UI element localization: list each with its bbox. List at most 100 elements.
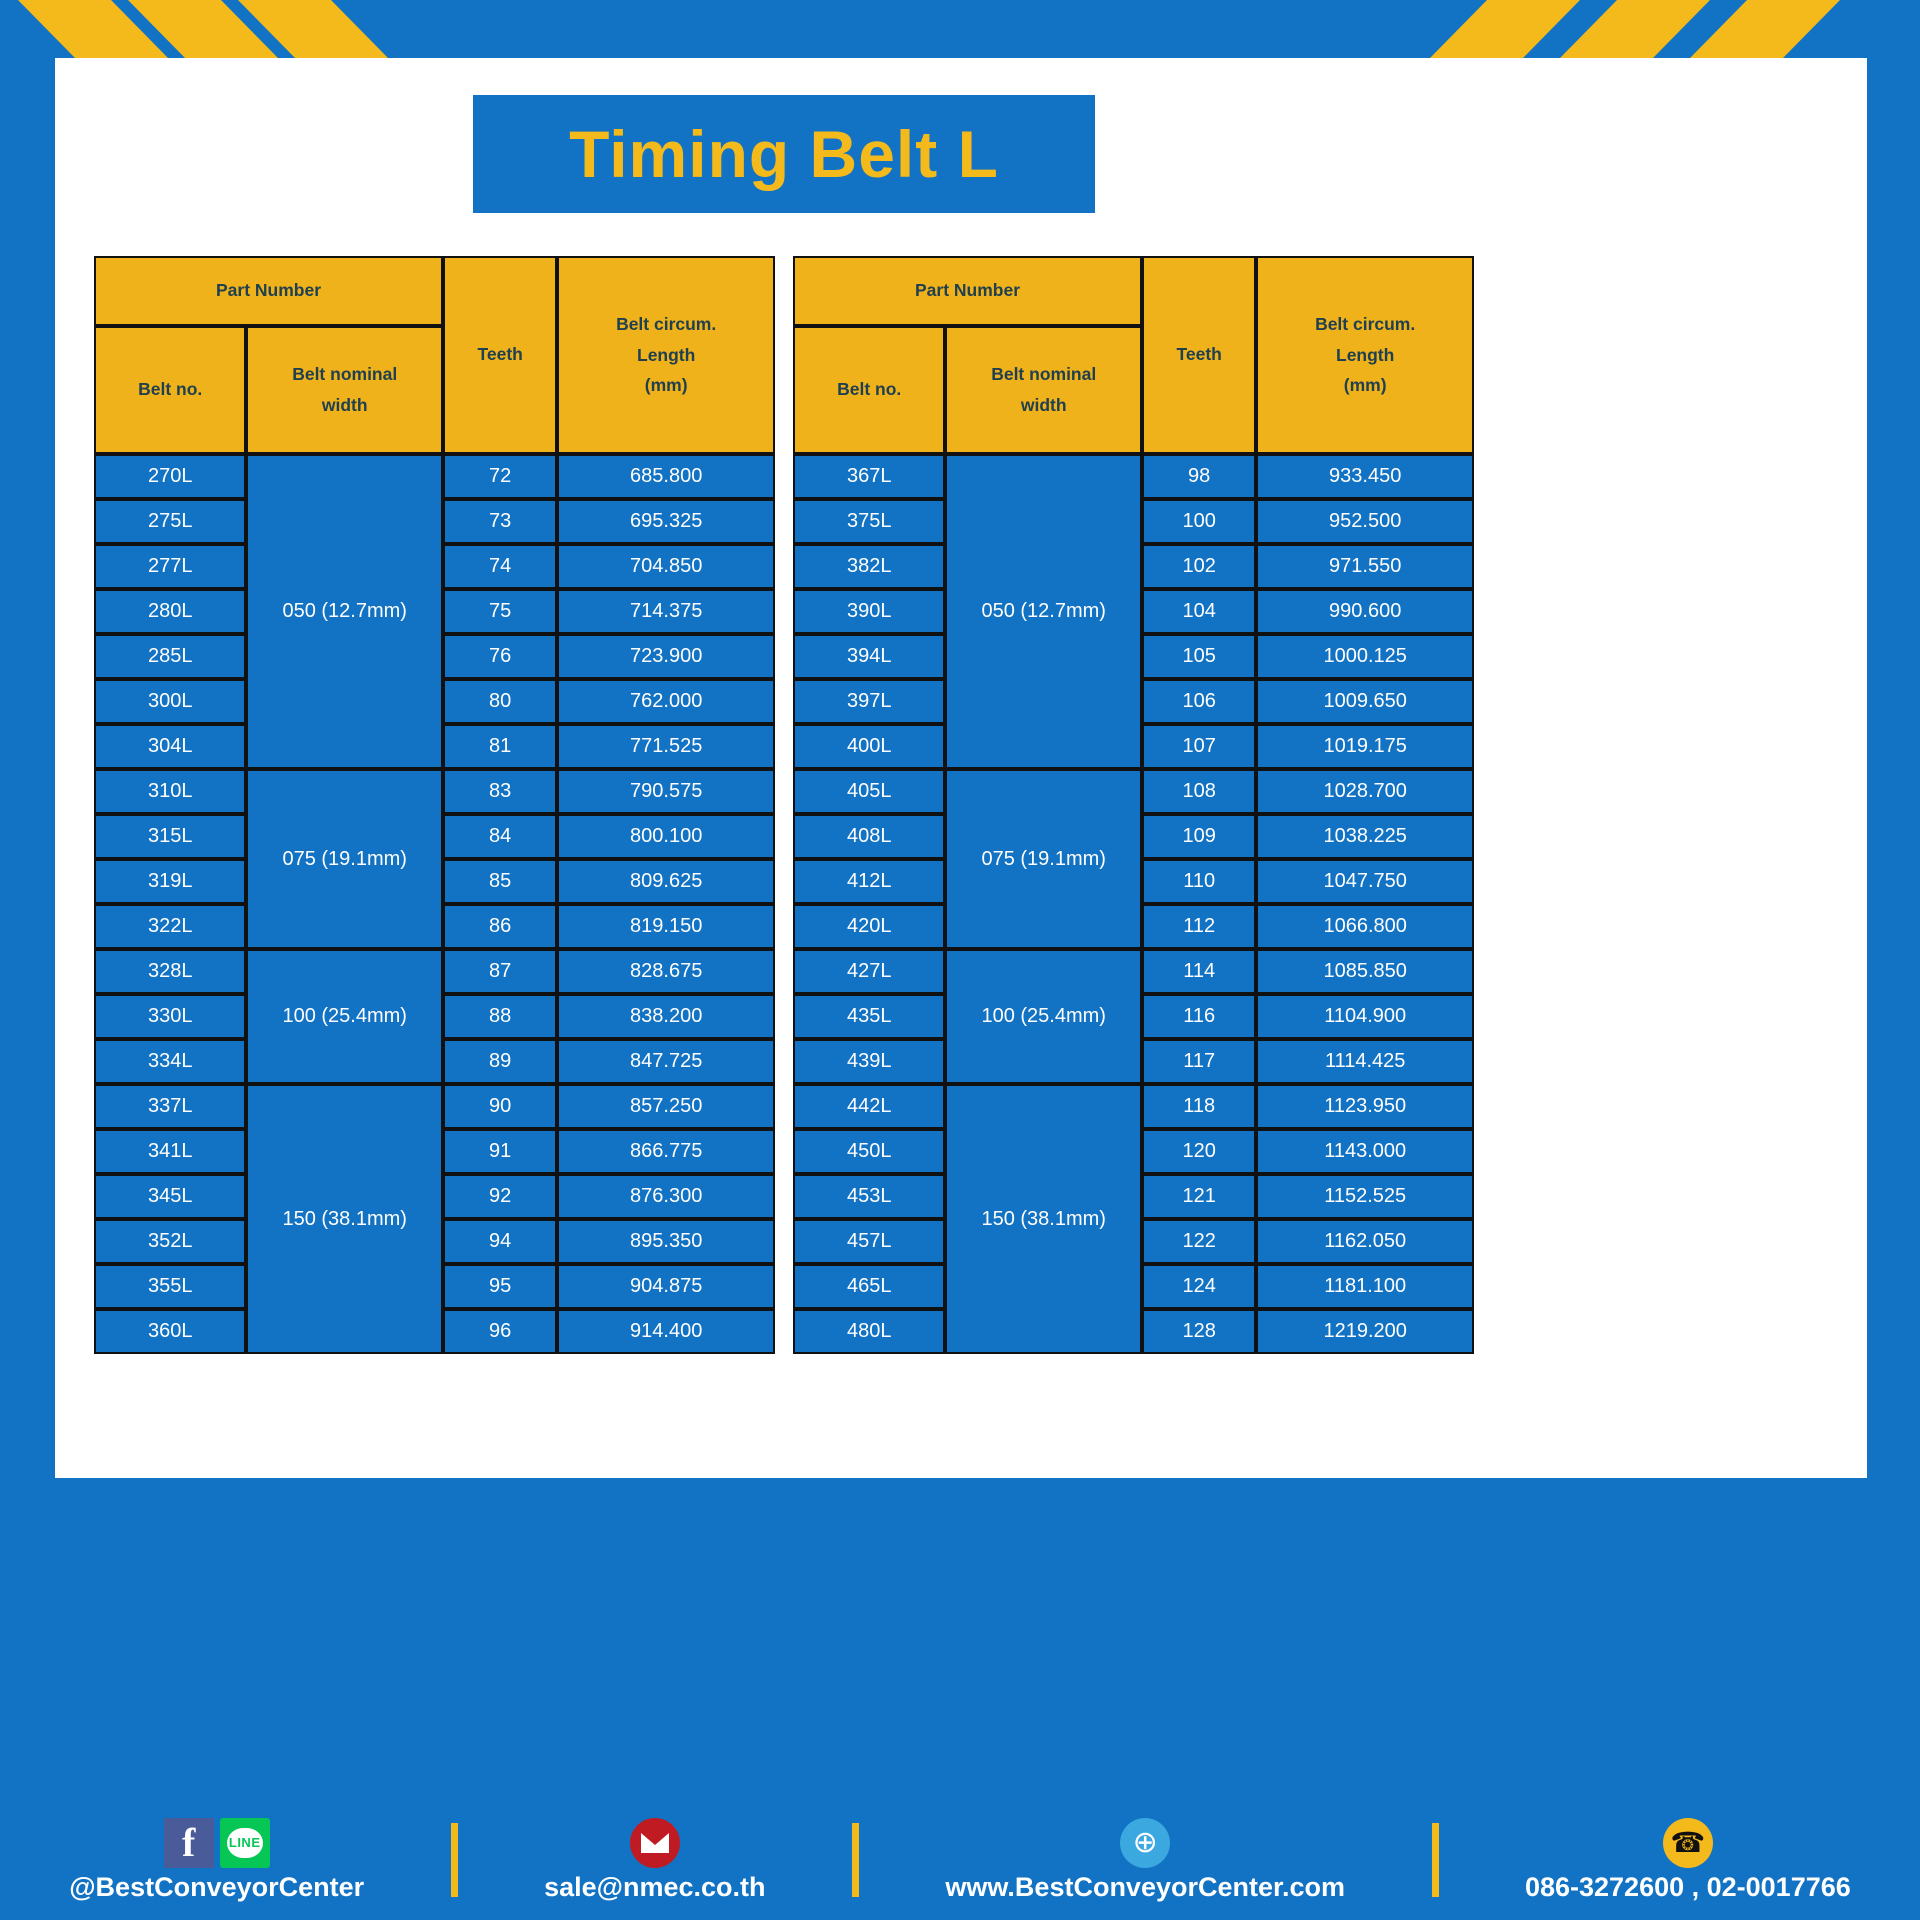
table-row: 352L 94 895.350 xyxy=(94,1219,775,1264)
table-row: 319L 85 809.625 xyxy=(94,859,775,904)
cell-belt-no: 315L xyxy=(94,814,247,859)
cell-length: 1104.900 xyxy=(1256,994,1474,1039)
cell-length: 1009.650 xyxy=(1256,679,1474,724)
cell-length: 847.725 xyxy=(557,1039,775,1084)
page-title-banner: Timing Belt L xyxy=(473,95,1095,213)
cell-length: 714.375 xyxy=(557,589,775,634)
cell-belt-no: 375L xyxy=(793,499,946,544)
table-row: 334L 89 847.725 xyxy=(94,1039,775,1084)
cell-length: 952.500 xyxy=(1256,499,1474,544)
tables-container: Part Number Teeth Belt circum. Length (m… xyxy=(94,256,1834,1354)
footer-divider-2 xyxy=(851,1823,859,1897)
cell-length: 971.550 xyxy=(1256,544,1474,589)
cell-teeth: 74 xyxy=(443,544,558,589)
cell-length: 1123.950 xyxy=(1256,1084,1474,1129)
footer-website-group[interactable]: ⊕ www.BestConveyorCenter.com xyxy=(945,1817,1345,1903)
header-belt-circum-line1: Belt circum. xyxy=(1315,314,1416,335)
cell-belt-nominal-width: 100 (25.4mm) xyxy=(945,949,1142,1084)
header-teeth: Teeth xyxy=(443,256,558,454)
table-row: 453L 121 1152.525 xyxy=(793,1174,1474,1219)
cell-teeth: 89 xyxy=(443,1039,558,1084)
cell-length: 1162.050 xyxy=(1256,1219,1474,1264)
cell-teeth: 98 xyxy=(1142,454,1257,499)
cell-teeth: 96 xyxy=(443,1309,558,1354)
cell-length: 1085.850 xyxy=(1256,949,1474,994)
cell-belt-no: 352L xyxy=(94,1219,247,1264)
line-icon[interactable]: LINE xyxy=(219,1817,270,1868)
table-row: 285L 76 723.900 xyxy=(94,634,775,679)
cell-length: 1152.525 xyxy=(1256,1174,1474,1219)
facebook-glyph: f xyxy=(182,1819,196,1865)
cell-length: 838.200 xyxy=(557,994,775,1039)
header-belt-nominal-width: Belt nominal width xyxy=(945,326,1142,454)
cell-teeth: 124 xyxy=(1142,1264,1257,1309)
table-row: 304L 81 771.525 xyxy=(94,724,775,769)
cell-length: 819.150 xyxy=(557,904,775,949)
cell-teeth: 107 xyxy=(1142,724,1257,769)
table-row: 322L 86 819.150 xyxy=(94,904,775,949)
table-row: 439L 117 1114.425 xyxy=(793,1039,1474,1084)
cell-belt-no: 382L xyxy=(793,544,946,589)
table-row: 330L 88 838.200 xyxy=(94,994,775,1039)
cell-belt-no: 334L xyxy=(94,1039,247,1084)
cell-belt-no: 442L xyxy=(793,1084,946,1129)
table-row: 310L 075 (19.1mm) 83 790.575 xyxy=(94,769,775,949)
header-belt-circum-line1: Belt circum. xyxy=(616,314,717,335)
cell-belt-no: 300L xyxy=(94,679,247,724)
footer-social-group[interactable]: f LINE @BestConveyorCenter xyxy=(69,1817,365,1903)
cell-teeth: 117 xyxy=(1142,1039,1257,1084)
timing-belt-table-left: Part Number Teeth Belt circum. Length (m… xyxy=(94,256,775,1354)
cell-belt-no: 280L xyxy=(94,589,247,634)
right-table-body: 367L 050 (12.7mm) 98 933.450 375L 100 952.500 3… xyxy=(793,454,1474,1354)
table-row: 405L 075 (19.1mm) 108 1028.700 xyxy=(793,769,1474,949)
header-belt-circum: Belt circum. Length (mm) xyxy=(557,256,775,454)
cell-length: 1047.750 xyxy=(1256,859,1474,904)
globe-icon[interactable]: ⊕ xyxy=(1120,1817,1171,1868)
cell-teeth: 76 xyxy=(443,634,558,679)
facebook-icon[interactable]: f xyxy=(163,1817,214,1868)
cell-belt-no: 427L xyxy=(793,949,946,994)
cell-length: 914.400 xyxy=(557,1309,775,1354)
cell-belt-no: 310L xyxy=(94,769,247,814)
footer-phone-group[interactable]: ☎ 086-3272600 , 02-0017766 xyxy=(1525,1817,1851,1903)
table-row: 412L 110 1047.750 xyxy=(793,859,1474,904)
cell-belt-no: 397L xyxy=(793,679,946,724)
globe-glyph: ⊕ xyxy=(1132,1826,1158,1859)
table-header-row-sub: Belt no. Belt nominal width xyxy=(94,326,775,454)
table-row: 280L 75 714.375 xyxy=(94,589,775,634)
table-header-row-top: Part Number Teeth Belt circum. Length (m… xyxy=(793,256,1474,454)
cell-teeth: 118 xyxy=(1142,1084,1257,1129)
cell-length: 904.875 xyxy=(557,1264,775,1309)
cell-teeth: 120 xyxy=(1142,1129,1257,1174)
footer-social-handle: @BestConveyorCenter xyxy=(69,1871,365,1902)
table-row: 328L 100 (25.4mm) 87 828.675 xyxy=(94,949,775,1084)
header-part-number: Part Number xyxy=(793,256,1142,326)
table-header-row-sub: Belt no. Belt nominal width xyxy=(793,326,1474,454)
cell-teeth: 105 xyxy=(1142,634,1257,679)
table-row: 275L 73 695.325 xyxy=(94,499,775,544)
cell-belt-no: 405L xyxy=(793,769,946,814)
cell-teeth: 87 xyxy=(443,949,558,994)
cell-belt-no: 275L xyxy=(94,499,247,544)
cell-teeth: 114 xyxy=(1142,949,1257,994)
phone-icon[interactable]: ☎ xyxy=(1662,1817,1713,1868)
header-teeth: Teeth xyxy=(1142,256,1257,454)
header-width-line1: Belt nominal xyxy=(991,364,1097,385)
table-row: 390L 104 990.600 xyxy=(793,589,1474,634)
cell-length: 1143.000 xyxy=(1256,1129,1474,1174)
email-icon[interactable] xyxy=(629,1817,680,1868)
footer-email-group[interactable]: sale@nmec.co.th xyxy=(544,1817,765,1903)
cell-length: 990.600 xyxy=(1256,589,1474,634)
cell-belt-no: 457L xyxy=(793,1219,946,1264)
table-header-row-top: Part Number Teeth Belt circum. Length (m… xyxy=(94,256,775,454)
table-row: 480L 128 1219.200 xyxy=(793,1309,1474,1354)
cell-belt-nominal-width: 150 (38.1mm) xyxy=(246,1084,443,1354)
cell-belt-no: 345L xyxy=(94,1174,247,1219)
cell-belt-no: 304L xyxy=(94,724,247,769)
cell-belt-nominal-width: 050 (12.7mm) xyxy=(945,454,1142,769)
cell-teeth: 112 xyxy=(1142,904,1257,949)
line-glyph-text: LINE xyxy=(228,1835,261,1850)
cell-teeth: 121 xyxy=(1142,1174,1257,1219)
cell-belt-no: 277L xyxy=(94,544,247,589)
cell-belt-no: 341L xyxy=(94,1129,247,1174)
